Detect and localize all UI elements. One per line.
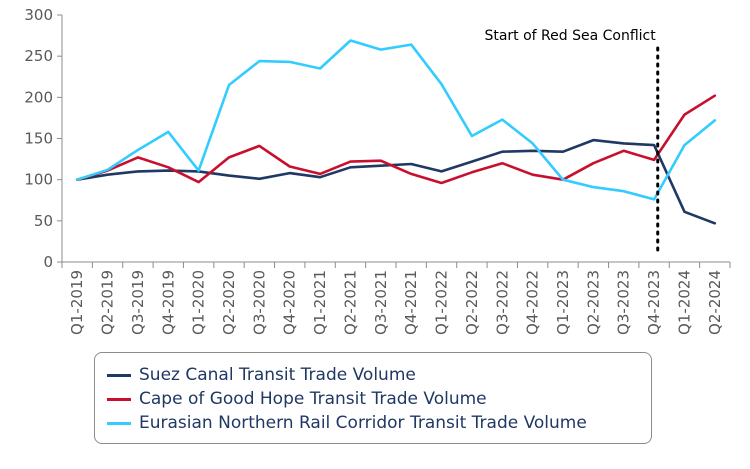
legend-label-cape: Cape of Good Hope Transit Trade Volume [139,389,487,409]
x-tick-label: Q4-2020 [281,270,299,335]
series-line-1 [75,94,717,185]
series-line-2 [75,39,717,201]
x-tick-label: Q2-2023 [584,270,602,335]
x-tick-label: Q2-2019 [99,270,117,335]
y-tick-label: 0 [43,253,53,271]
y-tick-label: 100 [24,171,53,189]
x-tick-label: Q2-2021 [341,270,359,335]
x-tick-label: Q4-2023 [645,270,663,335]
legend-swatch-suez [107,373,131,377]
legend-item-cape: Cape of Good Hope Transit Trade Volume [107,387,487,411]
x-tick-label: Q3-2019 [129,270,147,335]
x-tick-label: Q1-2024 [675,270,693,335]
series-line-0 [75,138,717,225]
y-tick-label: 300 [24,6,53,24]
legend-item-rail: Eurasian Northern Rail Corridor Transit … [107,411,587,435]
x-tick-label: Q2-2022 [463,270,481,335]
y-tick-label: 250 [24,47,53,65]
y-tick-label: 50 [34,212,53,230]
legend-item-suez: Suez Canal Transit Trade Volume [107,363,416,387]
annotation-label: Start of Red Sea Conflict [484,28,656,44]
x-tick-label: Q3-2021 [372,270,390,335]
x-tick-label: Q1-2022 [433,270,451,335]
x-tick-label: Q1-2019 [68,270,86,335]
y-tick-label: 150 [24,130,53,148]
y-tick-label: 200 [24,88,53,106]
legend-label-rail: Eurasian Northern Rail Corridor Transit … [139,413,587,433]
legend-label-suez: Suez Canal Transit Trade Volume [139,365,416,385]
x-tick-label: Q3-2022 [493,270,511,335]
legend-swatch-rail [107,421,131,425]
x-tick-label: Q3-2023 [615,270,633,335]
y-axis-ticks: 0 50 100 150 200 250 300 [24,6,62,271]
legend-swatch-cape [107,397,131,401]
x-tick-label: Q4-2019 [159,270,177,335]
legend: Suez Canal Transit Trade Volume Cape of … [94,352,652,444]
x-tick-label: Q3-2020 [250,270,268,335]
annotation-group: Start of Red Sea Conflict [484,28,660,252]
x-tick-label: Q2-2020 [220,270,238,335]
x-tick-label: Q1-2023 [554,270,572,335]
x-tick-label: Q4-2022 [524,270,542,335]
x-tick-label: Q4-2021 [402,270,420,335]
series-group [75,39,717,225]
x-axis-ticks: Q1-2019 Q2-2019 Q3-2019 Q4-2019 Q1-2020 Q2-20… [61,262,731,335]
axes [61,15,730,263]
x-tick-label: Q1-2020 [190,270,208,335]
x-tick-label: Q1-2021 [311,270,329,335]
x-tick-label: Q2-2024 [706,270,724,335]
